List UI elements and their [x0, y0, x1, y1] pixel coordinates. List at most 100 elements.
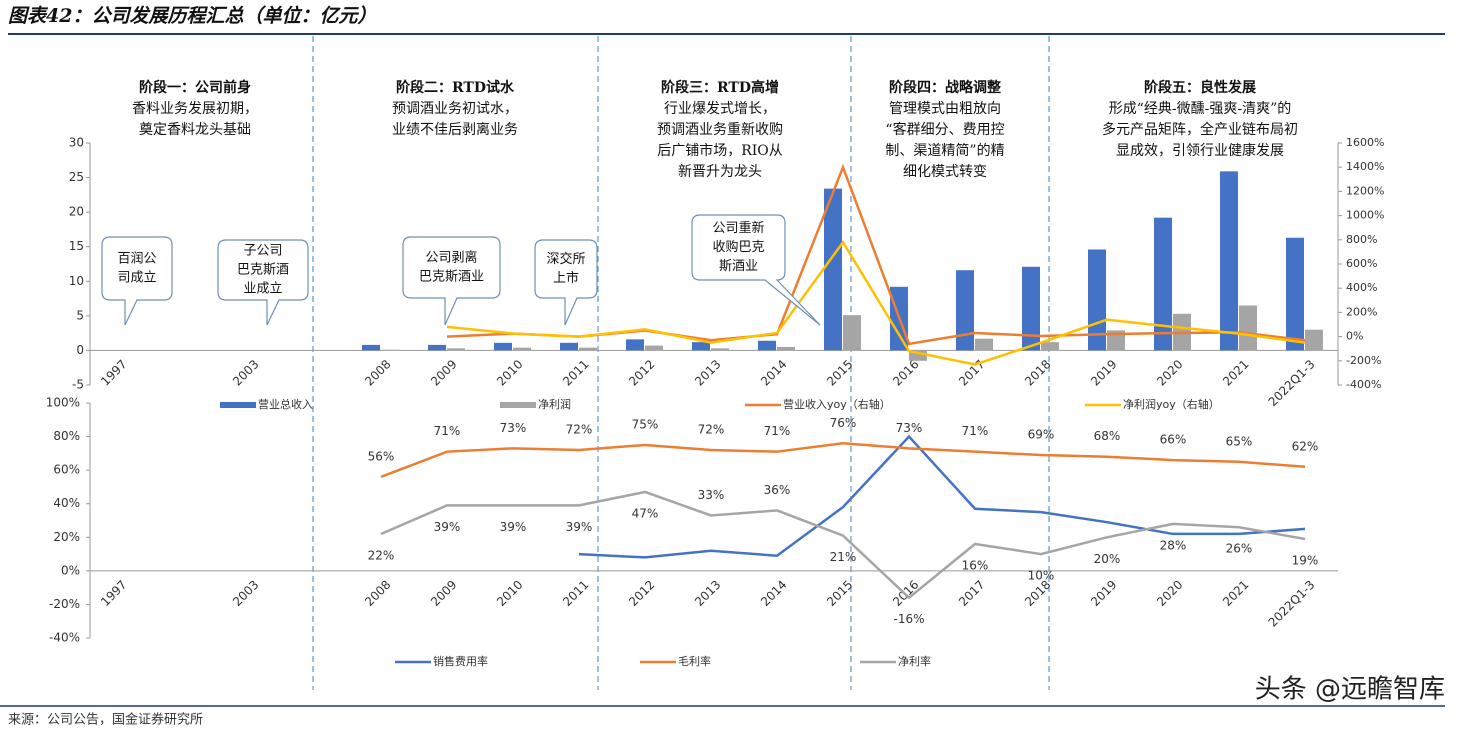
callout-text: 收购巴克: [712, 239, 764, 255]
data-label: 72%: [698, 423, 725, 437]
stage-title: 阶段五：良性发展: [1144, 79, 1256, 96]
data-label: 39%: [500, 520, 527, 534]
y2-tick-label: 600%: [1346, 257, 1377, 270]
callout-box: [691, 214, 821, 326]
x-tick-label: 2013: [692, 578, 723, 609]
stage-text: 管理模式由粗放向: [889, 101, 1001, 117]
data-label: 76%: [830, 416, 857, 430]
data-label: 16%: [962, 559, 989, 573]
callout-text: 深交所: [546, 251, 585, 267]
bar: [692, 342, 710, 351]
page-title: 图表42：公司发展历程汇总（单位：亿元）: [8, 5, 376, 27]
stage-text: 制、渠道精简”的精: [885, 142, 1004, 159]
y-tick-label: 40%: [53, 496, 80, 510]
data-label: 10%: [1028, 569, 1055, 583]
data-label: 28%: [1160, 538, 1187, 552]
y-tick-label: 20: [69, 205, 84, 219]
data-label: 33%: [698, 488, 725, 502]
y2-tick-label: 1000%: [1346, 209, 1384, 222]
bar: [362, 344, 380, 351]
x-tick-label: 2019: [1088, 357, 1119, 388]
callout-box: [217, 239, 309, 326]
x-tick-label: 2010: [494, 578, 525, 609]
yoy-line: [446, 239, 1306, 366]
bar: [1305, 329, 1323, 351]
x-tick-label: 2022Q1-3: [1266, 357, 1318, 409]
x-tick-label: 2010: [494, 357, 525, 388]
y-tick-label: 15: [69, 239, 84, 253]
data-label: 69%: [1028, 428, 1055, 442]
data-label: 20%: [1094, 552, 1121, 566]
stage-text: “客群细分、费用控: [885, 121, 1004, 138]
callout-box: [101, 236, 173, 326]
y2-tick-label: 0%: [1346, 330, 1363, 343]
callout-text: 巴克斯酒: [237, 263, 289, 278]
y-tick-label: 0%: [61, 563, 80, 577]
bar: [560, 342, 578, 351]
callout-text: 公司剥离: [425, 250, 477, 266]
x-tick-label: 2009: [428, 578, 459, 609]
bar: [1286, 237, 1304, 351]
y2-tick-label: -400%: [1346, 378, 1381, 391]
x-tick-label: 2012: [626, 578, 657, 609]
x-tick-label: 2020: [1154, 357, 1185, 388]
bar: [1107, 330, 1125, 351]
y-tick-label: 100%: [46, 396, 80, 410]
y-tick-label: 80%: [53, 429, 80, 443]
y-tick-label: -5: [72, 378, 84, 392]
stage-text: 后广铺市场，RIO从: [657, 142, 783, 159]
stage-text: 香料业务发展初期，: [132, 100, 258, 117]
y2-tick-label: 800%: [1346, 233, 1377, 246]
bar: [513, 347, 531, 351]
bar: [843, 315, 861, 351]
callout-text: 公司重新: [712, 220, 764, 236]
x-tick-label: 2011: [560, 578, 591, 609]
bar: [428, 344, 446, 351]
legend-label: 净利润yoy（右轴）: [1123, 397, 1220, 411]
x-tick-label: 2016: [890, 357, 921, 388]
callout-box: [534, 239, 598, 326]
data-label: 47%: [632, 506, 659, 520]
stage-title: 阶段三：RTD高增: [661, 79, 779, 96]
callout-box: [402, 236, 501, 326]
y2-tick-label: 400%: [1346, 281, 1377, 294]
stage-title: 阶段四：战略调整: [889, 79, 1002, 96]
legend-label: 销售费用率: [433, 654, 488, 668]
data-label: 19%: [1292, 553, 1319, 567]
data-label: 66%: [1160, 433, 1187, 447]
bar: [1041, 342, 1059, 351]
x-tick-label: 2022Q1-3: [1266, 578, 1318, 630]
data-label: -16%: [893, 612, 924, 626]
bar: [626, 339, 644, 351]
legend-label: 净利率: [898, 654, 931, 668]
stage-text: 预调酒业务初试水，: [392, 100, 518, 117]
callout-text: 百润公: [117, 252, 156, 267]
data-label: 39%: [566, 520, 593, 534]
stage-text: 业绩不佳后剥离业务: [392, 121, 518, 138]
y-tick-label: 10: [69, 274, 84, 288]
data-label: 21%: [830, 550, 857, 564]
x-tick-label: 2020: [1154, 578, 1185, 609]
bar: [1239, 305, 1257, 351]
legend-label: 营业总收入: [258, 397, 313, 411]
bar: [711, 348, 729, 351]
stage-text: 形成“经典-微醺-强爽-清爽”的: [1109, 101, 1292, 117]
data-label: 62%: [1292, 439, 1319, 453]
source: 来源：公司公告，国金证券研究所: [8, 712, 203, 728]
data-label: 22%: [368, 548, 395, 562]
x-tick-label: 2014: [758, 578, 789, 609]
y-tick-label: -20%: [49, 597, 80, 611]
data-label: 71%: [434, 424, 461, 438]
y-tick-label: -40%: [49, 631, 80, 645]
stage-text: 多元产品矩阵，全产业链布局初: [1102, 121, 1298, 138]
x-tick-label: 2019: [1088, 578, 1119, 609]
callout-text: 巴克斯酒业: [419, 270, 484, 285]
x-tick-label: 2008: [362, 578, 393, 609]
bar: [381, 349, 399, 351]
x-tick-label: 2013: [692, 357, 723, 388]
y-tick-label: 60%: [53, 463, 80, 477]
x-tick-label: 2021: [1220, 578, 1251, 609]
legend-label: 净利润: [538, 397, 571, 411]
data-label: 75%: [632, 417, 659, 431]
stage-title: 阶段二：RTD试水: [396, 79, 515, 96]
